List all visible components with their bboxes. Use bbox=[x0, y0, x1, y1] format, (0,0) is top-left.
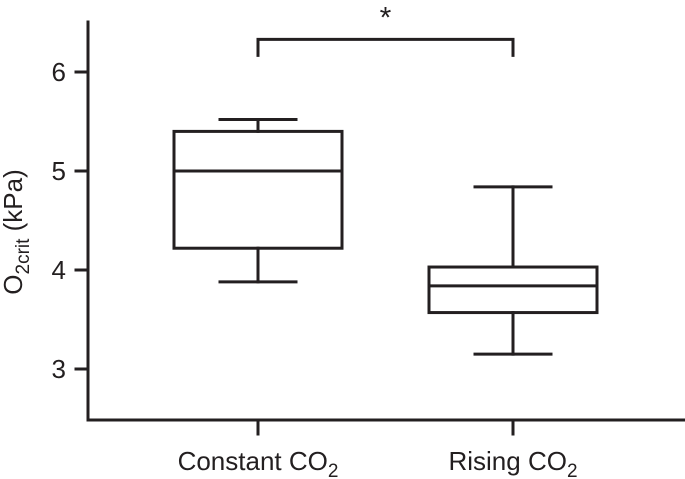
x-category-label-constant: Constant CO2 bbox=[178, 446, 339, 479]
y-axis-title: O2crit (kPa) bbox=[0, 169, 34, 294]
box-iqr-0 bbox=[172, 129, 344, 250]
y-tick-label-5: 5 bbox=[52, 156, 66, 186]
box-iqr-1 bbox=[427, 265, 599, 315]
box-1 bbox=[427, 185, 599, 356]
y-tick-label-4: 4 bbox=[52, 255, 66, 285]
boxes bbox=[172, 118, 599, 356]
labels: O2crit (kPa) Constant CO2 Rising CO2 bbox=[0, 169, 578, 479]
y-tick-label-6: 6 bbox=[52, 57, 66, 87]
significance-label: * bbox=[380, 1, 392, 34]
axes: 3 4 5 6 bbox=[52, 20, 685, 436]
y-tick-label-3: 3 bbox=[52, 354, 66, 384]
significance-bracket-group: * bbox=[256, 1, 515, 57]
box-0 bbox=[172, 118, 344, 284]
x-category-label-rising: Rising CO2 bbox=[448, 446, 577, 479]
significance-bracket bbox=[256, 37, 515, 57]
